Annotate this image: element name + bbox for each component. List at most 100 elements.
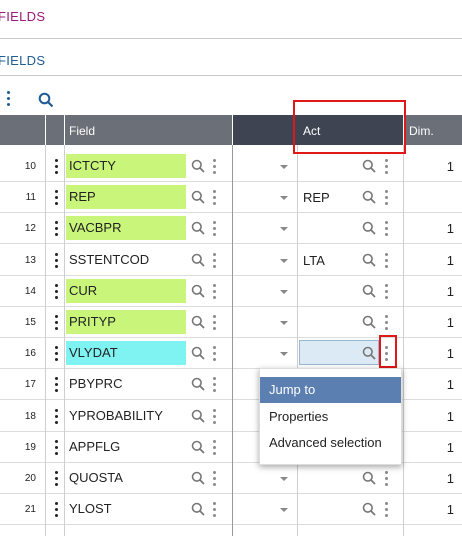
field-more-icon[interactable] [213,377,217,393]
field-more-icon[interactable] [213,283,217,299]
chevron-down-icon[interactable] [280,227,288,232]
table-row[interactable]: 16 VLYDAT 1 [0,338,462,370]
chevron-down-icon[interactable] [280,289,288,294]
field-search-icon[interactable] [191,253,205,267]
act-search-icon[interactable] [362,346,376,360]
field-name[interactable]: SSTENTCOD [69,251,150,267]
row-menu-icon[interactable] [55,439,59,455]
row-menu-icon[interactable] [55,252,59,268]
field-more-icon[interactable] [213,439,217,455]
field-name[interactable]: CUR [66,278,186,303]
menu-item-advanced-selection[interactable]: Advanced selection [269,435,382,450]
field-name[interactable]: APPFLG [69,438,121,454]
field-search-icon[interactable] [191,377,205,392]
header-dim[interactable]: Dim. [404,115,462,145]
field-name[interactable]: YLOST [69,501,112,517]
act-more-icon[interactable] [385,346,389,362]
field-search-icon[interactable] [191,315,205,329]
row-menu-icon[interactable] [55,283,59,299]
table-row[interactable]: 12 VACBPR 1 [0,213,462,245]
field-search-icon[interactable] [191,409,205,423]
act-more-icon[interactable] [385,190,389,206]
chevron-down-icon[interactable] [280,477,288,481]
act-more-icon[interactable] [385,471,389,486]
act-more-icon[interactable] [385,221,389,237]
chevron-down-icon[interactable] [280,165,288,169]
chevron-down-icon[interactable] [280,352,288,357]
header-field[interactable]: Field [65,115,232,145]
chevron-down-icon[interactable] [280,258,288,263]
breadcrumb-level1[interactable]: FIELDS [0,0,462,39]
field-name[interactable]: PRITYP [66,310,186,334]
table-row[interactable]: 21 YLOST 1 [0,494,462,526]
field-search-icon[interactable] [191,284,205,298]
act-more-icon[interactable] [385,502,389,518]
field-name[interactable]: REP [66,185,186,210]
field-name[interactable]: QUOSTA [69,470,123,485]
field-search-icon[interactable] [191,221,205,236]
act-search-icon[interactable] [362,221,376,236]
field-more-icon[interactable] [213,159,217,174]
chevron-down-icon[interactable] [280,196,288,201]
act-value[interactable]: LTA [303,252,325,268]
field-more-icon[interactable] [213,471,217,486]
field-search-icon[interactable] [191,471,205,485]
act-search-icon[interactable] [362,471,376,485]
chevron-down-icon[interactable] [280,321,288,325]
row-menu-icon[interactable] [55,221,59,237]
field-name[interactable]: VLYDAT [66,341,186,366]
breadcrumb-label[interactable]: FIELDS [0,9,46,24]
field-search-icon[interactable] [191,159,205,173]
field-more-icon[interactable] [213,408,217,424]
act-more-icon[interactable] [385,315,389,330]
row-menu-icon[interactable] [55,471,59,486]
act-search-icon[interactable] [362,190,376,204]
search-icon[interactable] [38,92,54,108]
row-menu-icon[interactable] [55,159,59,174]
field-more-icon[interactable] [213,315,217,330]
field-more-icon[interactable] [213,190,217,206]
row-menu-icon[interactable] [55,315,59,330]
table-row[interactable]: 17 PBYPRC 1 [0,369,462,401]
field-more-icon[interactable] [213,221,217,237]
header-act[interactable]: Act [233,115,403,145]
act-more-icon[interactable] [385,159,389,174]
chevron-down-icon[interactable] [280,508,288,513]
row-menu-icon[interactable] [55,346,59,362]
field-name[interactable]: YPROBABILITY [69,407,163,423]
act-more-icon[interactable] [385,252,389,268]
field-name[interactable]: VACBPR [66,216,186,241]
act-search-icon[interactable] [362,502,376,516]
table-row[interactable]: 20 QUOSTA 1 [0,463,462,494]
field-more-icon[interactable] [213,502,217,518]
field-search-icon[interactable] [191,502,205,516]
table-row[interactable]: 14 CUR 1 [0,276,462,307]
table-row[interactable]: 15 PRITYP 1 [0,307,462,338]
menu-item-properties[interactable]: Properties [269,409,329,424]
field-search-icon[interactable] [191,190,205,204]
act-input-selected[interactable] [299,340,379,366]
table-row[interactable]: 13 SSTENTCOD LTA 1 [0,245,462,276]
field-more-icon[interactable] [213,346,217,362]
field-more-icon[interactable] [213,252,217,268]
table-row[interactable]: 11 REP REP [0,182,462,214]
row-menu-icon[interactable] [55,377,59,393]
field-search-icon[interactable] [191,346,205,360]
menu-item-jump-to[interactable]: Jump to [260,377,401,403]
act-search-icon[interactable] [362,315,376,329]
field-name[interactable]: ICTCTY [66,154,186,178]
act-search-icon[interactable] [362,253,376,267]
row-menu-icon[interactable] [55,408,59,424]
act-search-icon[interactable] [362,159,376,173]
row-menu-icon[interactable] [55,190,59,206]
field-name[interactable]: PBYPRC [69,376,123,392]
act-value[interactable]: REP [303,190,330,206]
act-search-icon[interactable] [362,284,376,298]
breadcrumb-label[interactable]: FIELDS [0,53,46,68]
breadcrumb-level2[interactable]: FIELDS [0,40,462,76]
act-more-icon[interactable] [385,283,389,299]
table-row[interactable]: 10 ICTCTY 1 [0,151,462,182]
field-search-icon[interactable] [191,440,205,454]
row-menu-icon[interactable] [55,502,59,518]
more-actions-icon[interactable] [7,91,11,107]
